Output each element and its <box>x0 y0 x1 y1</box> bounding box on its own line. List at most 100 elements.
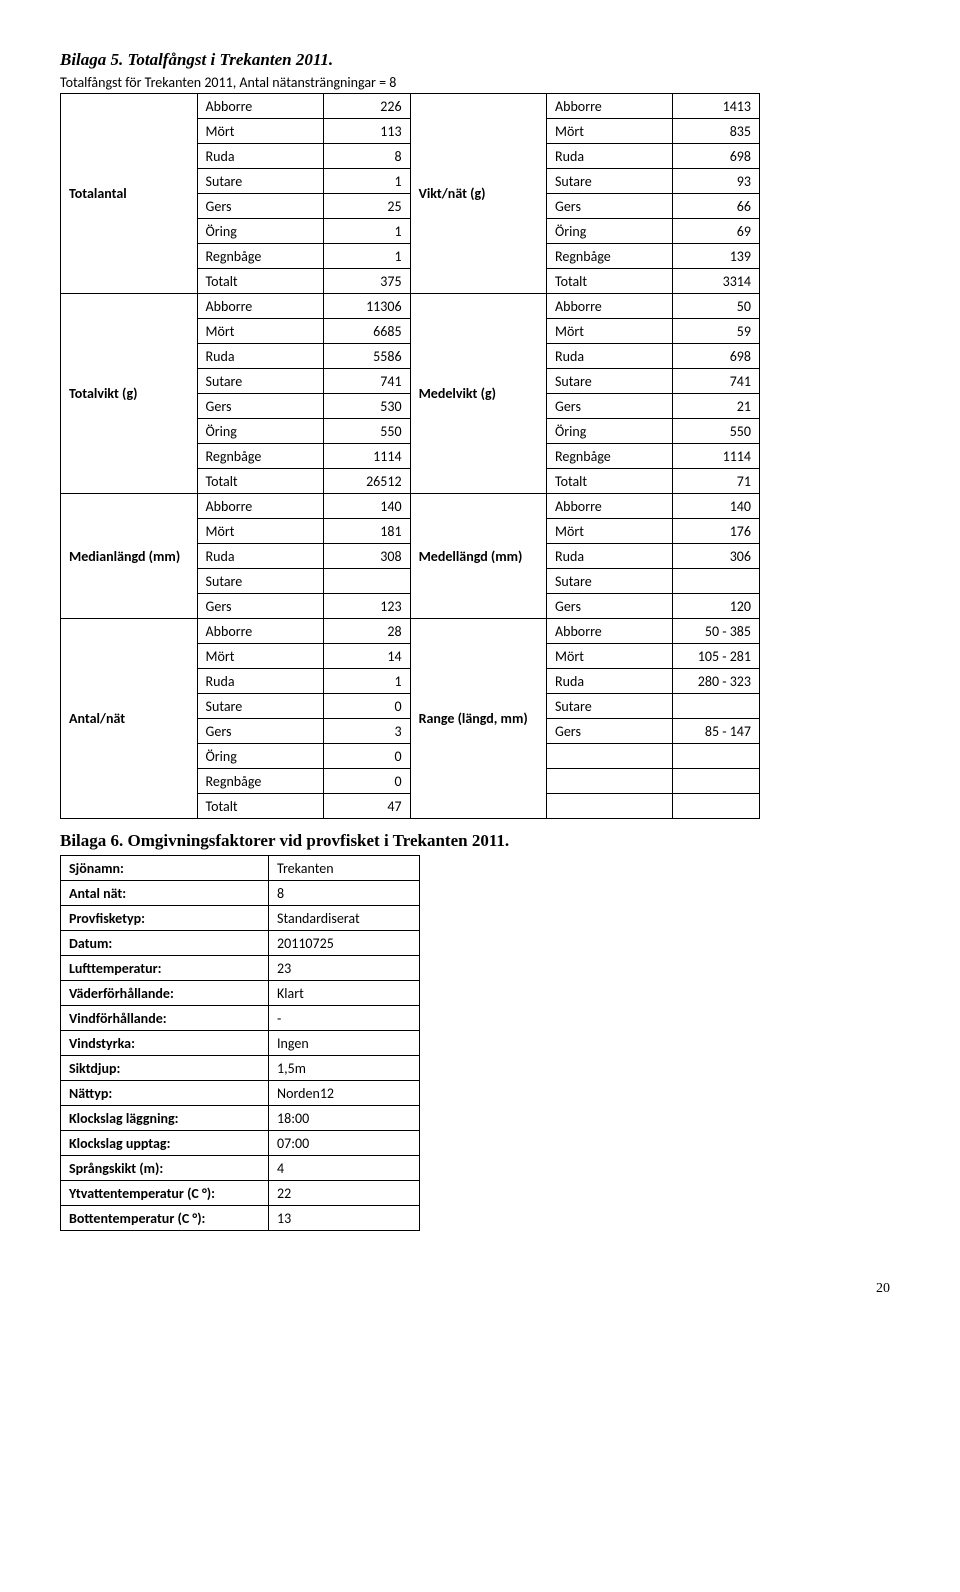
value-cell: 741 <box>323 369 410 394</box>
value-cell: 1 <box>323 219 410 244</box>
key-cell: Nättyp: <box>61 1081 269 1106</box>
species-cell: Ruda <box>197 669 323 694</box>
heading-bilaga6-text: Bilaga 6. Omgivningsfaktorer vid provfis… <box>60 831 509 850</box>
species-cell: Abborre <box>547 494 673 519</box>
value-cell: Standardiserat <box>269 906 420 931</box>
table-row: Nättyp:Norden12 <box>61 1081 420 1106</box>
key-cell: Lufttemperatur: <box>61 956 269 981</box>
value-cell: 3314 <box>673 269 760 294</box>
page-number: 20 <box>60 1281 900 1297</box>
value-cell: 113 <box>323 119 410 144</box>
species-cell: Sutare <box>197 694 323 719</box>
value-cell: 21 <box>673 394 760 419</box>
species-cell: Abborre <box>197 494 323 519</box>
value-cell: 6685 <box>323 319 410 344</box>
value-cell: - <box>269 1006 420 1031</box>
table-row: Klockslag upptag:07:00 <box>61 1131 420 1156</box>
value-cell: 306 <box>673 544 760 569</box>
key-cell: Språngskikt (m): <box>61 1156 269 1181</box>
table-row: TotalantalAbborre226Vikt/nät (g)Abborre1… <box>61 94 760 119</box>
value-cell: 1114 <box>323 444 410 469</box>
species-cell: Gers <box>197 719 323 744</box>
species-cell: Gers <box>547 194 673 219</box>
species-cell: Ruda <box>197 544 323 569</box>
value-cell: 123 <box>323 594 410 619</box>
value-cell: 741 <box>673 369 760 394</box>
value-cell: 18:00 <box>269 1106 420 1131</box>
value-cell: 93 <box>673 169 760 194</box>
value-cell: 0 <box>323 694 410 719</box>
species-cell: Sutare <box>197 569 323 594</box>
value-cell: 176 <box>673 519 760 544</box>
species-cell: Mört <box>547 519 673 544</box>
species-cell: Ruda <box>547 344 673 369</box>
key-cell: Vindförhållande: <box>61 1006 269 1031</box>
value-cell: 3 <box>323 719 410 744</box>
midhead-cell: Vikt/nät (g) <box>410 94 546 294</box>
value-cell <box>673 769 760 794</box>
species-cell: Regnbåge <box>197 244 323 269</box>
species-cell: Ruda <box>197 344 323 369</box>
species-cell: Ruda <box>547 144 673 169</box>
value-cell: 226 <box>323 94 410 119</box>
species-cell: Mört <box>197 644 323 669</box>
species-cell: Regnbåge <box>547 244 673 269</box>
value-cell: 1114 <box>673 444 760 469</box>
value-cell: Klart <box>269 981 420 1006</box>
table-row: Datum:20110725 <box>61 931 420 956</box>
heading-bilaga5-text: Bilaga 5. Totalfångst i Trekanten 2011. <box>60 50 333 69</box>
value-cell: 50 <box>673 294 760 319</box>
species-cell: Ruda <box>547 544 673 569</box>
value-cell: 71 <box>673 469 760 494</box>
midhead-cell: Medellängd (mm) <box>410 494 546 619</box>
species-cell: Mört <box>547 119 673 144</box>
value-cell: 835 <box>673 119 760 144</box>
table-row: Språngskikt (m):4 <box>61 1156 420 1181</box>
value-cell: 139 <box>673 244 760 269</box>
species-cell: Regnbåge <box>547 444 673 469</box>
value-cell: 280 - 323 <box>673 669 760 694</box>
species-cell: Regnbåge <box>197 444 323 469</box>
key-cell: Ytvattentemperatur (C °): <box>61 1181 269 1206</box>
table-row: Klockslag läggning:18:00 <box>61 1106 420 1131</box>
species-cell: Mört <box>547 319 673 344</box>
species-cell: Mört <box>197 319 323 344</box>
species-cell: Gers <box>547 394 673 419</box>
midhead-cell: Medelvikt (g) <box>410 294 546 494</box>
key-cell: Klockslag upptag: <box>61 1131 269 1156</box>
table-row: Lufttemperatur:23 <box>61 956 420 981</box>
value-cell: 85 - 147 <box>673 719 760 744</box>
species-cell: Öring <box>197 744 323 769</box>
value-cell: 50 - 385 <box>673 619 760 644</box>
key-cell: Siktdjup: <box>61 1056 269 1081</box>
table-row: Vindstyrka:Ingen <box>61 1031 420 1056</box>
value-cell: 698 <box>673 144 760 169</box>
value-cell: 07:00 <box>269 1131 420 1156</box>
species-cell: Öring <box>197 419 323 444</box>
table-row: Antal nät:8 <box>61 881 420 906</box>
species-cell: Sutare <box>547 569 673 594</box>
value-cell: 1 <box>323 169 410 194</box>
species-cell: Gers <box>197 594 323 619</box>
key-cell: Bottentemperatur (C °): <box>61 1206 269 1231</box>
rowhead-cell: Medianlängd (mm) <box>61 494 198 619</box>
value-cell <box>673 744 760 769</box>
species-cell: Totalt <box>547 469 673 494</box>
value-cell: 550 <box>323 419 410 444</box>
value-cell: 13 <box>269 1206 420 1231</box>
value-cell: 14 <box>323 644 410 669</box>
value-cell: Trekanten <box>269 856 420 881</box>
value-cell: 20110725 <box>269 931 420 956</box>
midhead-cell: Range (längd, mm) <box>410 619 546 819</box>
table-row: Ytvattentemperatur (C °):22 <box>61 1181 420 1206</box>
table-row: Väderförhållande:Klart <box>61 981 420 1006</box>
value-cell <box>323 569 410 594</box>
species-cell: Öring <box>197 219 323 244</box>
value-cell: 66 <box>673 194 760 219</box>
species-cell: Öring <box>547 419 673 444</box>
species-cell: Gers <box>197 194 323 219</box>
value-cell: 59 <box>673 319 760 344</box>
value-cell: 308 <box>323 544 410 569</box>
species-cell: Sutare <box>547 369 673 394</box>
table-row: Vindförhållande:- <box>61 1006 420 1031</box>
